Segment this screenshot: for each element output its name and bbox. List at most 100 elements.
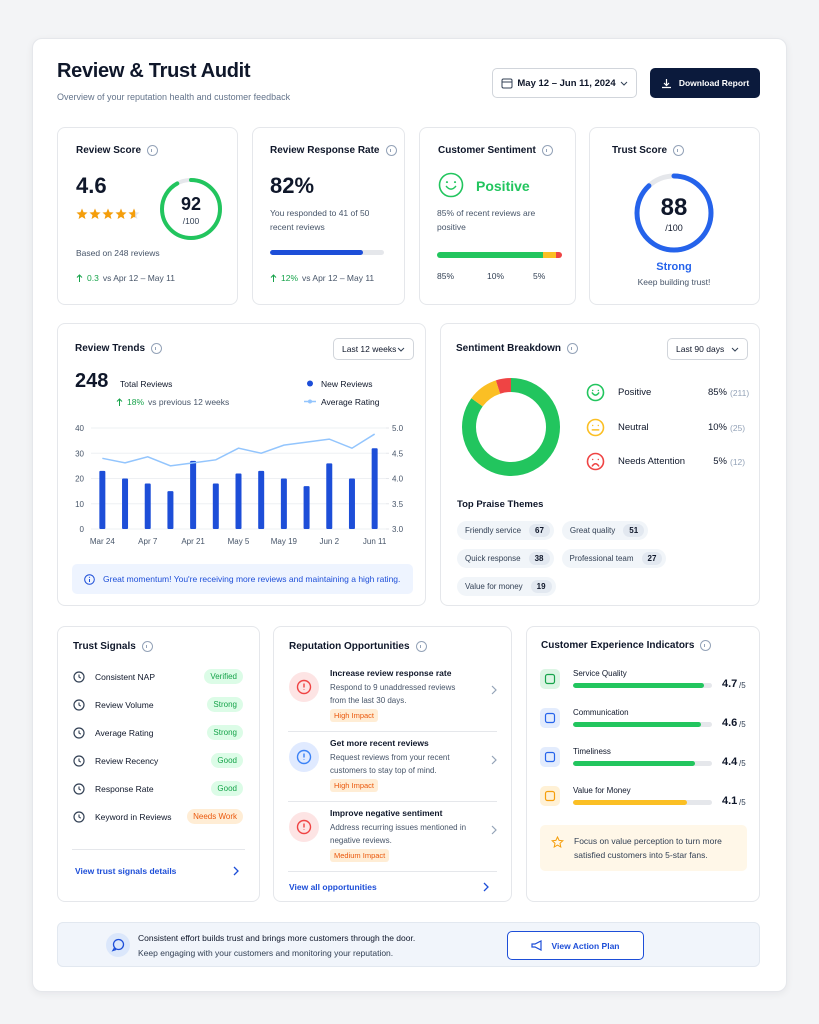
icon-glyph — [544, 751, 556, 763]
eye — [597, 424, 600, 426]
icon-glyph — [544, 790, 556, 802]
legend-dot — [308, 399, 312, 404]
chevron — [731, 347, 739, 352]
gauge-max: /100 — [182, 216, 200, 226]
indicator-name: Communication — [573, 708, 629, 717]
icon-glyph — [78, 786, 82, 791]
chevron[interactable] — [490, 825, 498, 835]
icon-ring — [73, 671, 85, 683]
eye — [591, 389, 594, 392]
chevron[interactable] — [232, 866, 240, 876]
card-title: Review Trends — [75, 343, 163, 354]
signal-name: Keyword in Reviews — [95, 812, 172, 822]
icon-glyph — [78, 730, 82, 735]
info-icon — [151, 343, 163, 354]
donut-segment — [471, 380, 501, 407]
segment-label: 85% — [437, 271, 455, 281]
sentiment-segment — [543, 252, 556, 258]
donut-segment — [495, 378, 512, 394]
card-title: Sentiment Breakdown — [456, 343, 579, 354]
circle — [88, 576, 91, 578]
chevron[interactable] — [490, 755, 498, 765]
theme-chip: Professional team 27 — [561, 549, 667, 568]
experience-note: Focus on value perception to turn more s… — [540, 825, 747, 871]
signal-name: Review Volume — [95, 700, 154, 710]
face — [586, 418, 605, 436]
note-text: Focus on value perception to turn more s… — [574, 836, 722, 860]
y2-tick-label: 3.0 — [392, 525, 404, 534]
signal-name: Response Rate — [95, 784, 154, 794]
theme-name: Quick response — [465, 554, 521, 563]
opportunities-link[interactable]: View all opportunities — [289, 882, 377, 892]
period-label: Last 12 weeks — [342, 344, 397, 354]
footer-banner: Consistent effort builds trust and bring… — [57, 922, 760, 967]
sentiment-labels: 85% 10% 5% — [437, 271, 562, 283]
chevron[interactable] — [490, 685, 498, 695]
bar — [144, 483, 151, 529]
period-dropdown[interactable]: Last 90 days — [667, 338, 748, 360]
action-plan-button[interactable]: View Action Plan — [507, 931, 644, 960]
star-fill — [89, 208, 101, 219]
icon-bg — [540, 708, 560, 728]
segment-label: 10% — [487, 271, 505, 281]
face — [586, 383, 605, 402]
circle — [106, 933, 130, 957]
download-button[interactable]: Download Report — [650, 68, 760, 98]
gauge — [160, 178, 222, 240]
title-text: Sentiment Breakdown — [456, 343, 562, 354]
mouth — [591, 462, 600, 467]
divider — [288, 871, 497, 872]
icon-bg — [540, 747, 560, 767]
experience-icon — [540, 669, 560, 689]
title-text: Customer Experience Indicators — [541, 640, 695, 651]
trend-chart: 0 10 20 30 40 3.0 3.5 4.0 4.5 5.0 Mar 24 Apr 7 Apr 2… — [75, 380, 404, 546]
ring-value — [160, 178, 222, 240]
period-dropdown[interactable]: Last 12 weeks — [333, 338, 414, 360]
x-tick-label: Mar 24 — [90, 537, 115, 546]
indicator-scale: /5 — [739, 798, 746, 807]
card-title: Reputation Opportunities — [289, 641, 427, 652]
sentiment-description: 85% of recent reviews are positive — [437, 208, 536, 232]
date-picker[interactable]: May 12 – Jun 11, 2024 — [492, 68, 637, 98]
theme-chip: Quick response 38 — [457, 549, 554, 568]
sentiment-percent: 5% — [713, 456, 727, 467]
chevron[interactable] — [482, 882, 490, 892]
title-text: Review Response Rate — [270, 145, 380, 156]
info-icon — [673, 145, 685, 156]
theme-chip: Friendly service 67 — [457, 521, 554, 540]
icon-ring — [296, 679, 312, 695]
theme-count: 67 — [529, 524, 550, 537]
card-title: Customer Experience Indicators — [541, 640, 712, 651]
sentiment-segment — [437, 252, 544, 258]
change: 18% vs previous 12 weeks — [116, 397, 229, 407]
title-text: Reputation Opportunities — [289, 641, 410, 652]
title-text: Customer Sentiment — [438, 145, 536, 156]
eye — [591, 458, 594, 461]
bar — [348, 478, 355, 529]
star-fill-clip — [102, 208, 114, 219]
chevron-path — [491, 755, 497, 765]
chevron-path — [491, 685, 497, 695]
signal-name: Consistent NAP — [95, 672, 155, 682]
signal-icon — [73, 727, 85, 739]
legend-label: New Reviews — [321, 379, 373, 389]
indicator-bar — [573, 683, 704, 688]
bar — [212, 483, 219, 529]
rate-description: You responded to 41 of 50 recent reviews — [270, 208, 370, 232]
card-title: Customer Sentiment — [438, 145, 553, 156]
star-fill-clip — [76, 208, 88, 219]
theme-chip: Value for money 19 — [457, 577, 556, 596]
mouth — [591, 392, 600, 396]
theme-count: 19 — [530, 580, 552, 593]
path — [531, 940, 543, 951]
icon-ring — [73, 783, 85, 795]
change: 12% vs Apr 12 – May 11 — [270, 273, 374, 283]
experience-icon — [540, 786, 560, 806]
signal-icon — [73, 783, 85, 795]
up-arrow — [76, 273, 83, 282]
sentiment-count: (25) — [730, 422, 746, 433]
y2-tick-label: 3.5 — [392, 500, 404, 509]
details-link[interactable]: View trust signals details — [75, 866, 177, 876]
bar — [371, 448, 378, 529]
page-subtitle: Overview of your reputation health and c… — [57, 92, 291, 102]
